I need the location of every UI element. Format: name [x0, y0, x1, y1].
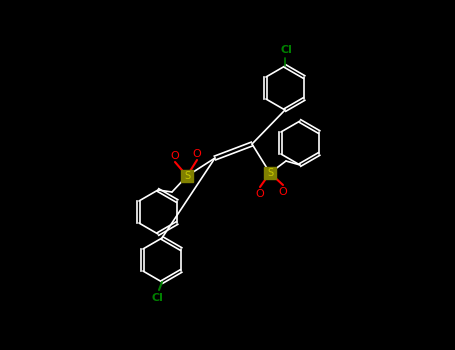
Text: O: O	[171, 151, 179, 161]
Text: S: S	[267, 168, 273, 178]
Text: O: O	[278, 187, 288, 197]
Text: S: S	[184, 171, 190, 181]
Text: Cl: Cl	[280, 45, 292, 55]
Text: Cl: Cl	[151, 293, 163, 303]
Text: O: O	[256, 189, 264, 199]
Text: O: O	[192, 149, 202, 159]
